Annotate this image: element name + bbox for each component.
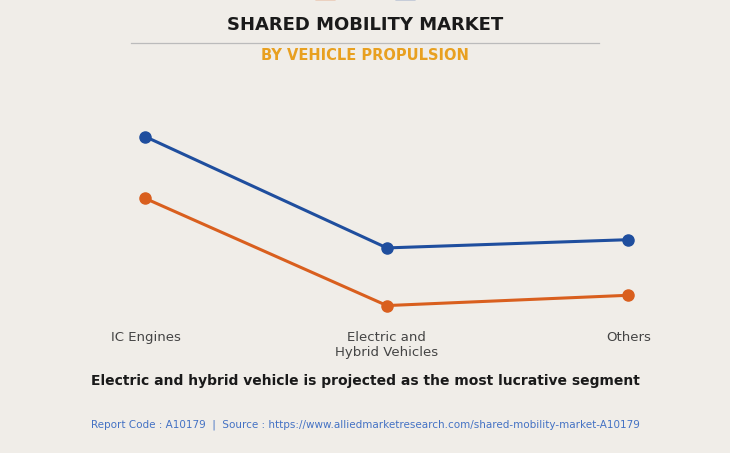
Text: Report Code : A10179  |  Source : https://www.alliedmarketresearch.com/shared-mo: Report Code : A10179 | Source : https://… — [91, 419, 639, 429]
Line: 2031: 2031 — [140, 131, 634, 254]
2031 — [383, 245, 391, 251]
2021 — [383, 303, 391, 308]
2021 — [624, 293, 633, 298]
2021 — [141, 196, 150, 201]
2031 — [141, 134, 150, 140]
Text: Electric and hybrid vehicle is projected as the most lucrative segment: Electric and hybrid vehicle is projected… — [91, 374, 639, 388]
Text: BY VEHICLE PROPULSION: BY VEHICLE PROPULSION — [261, 48, 469, 63]
2031 — [624, 237, 633, 242]
Text: SHARED MOBILITY MARKET: SHARED MOBILITY MARKET — [227, 16, 503, 34]
Legend: 2021, 2031: 2021, 2031 — [315, 0, 459, 1]
Line: 2021: 2021 — [140, 193, 634, 311]
